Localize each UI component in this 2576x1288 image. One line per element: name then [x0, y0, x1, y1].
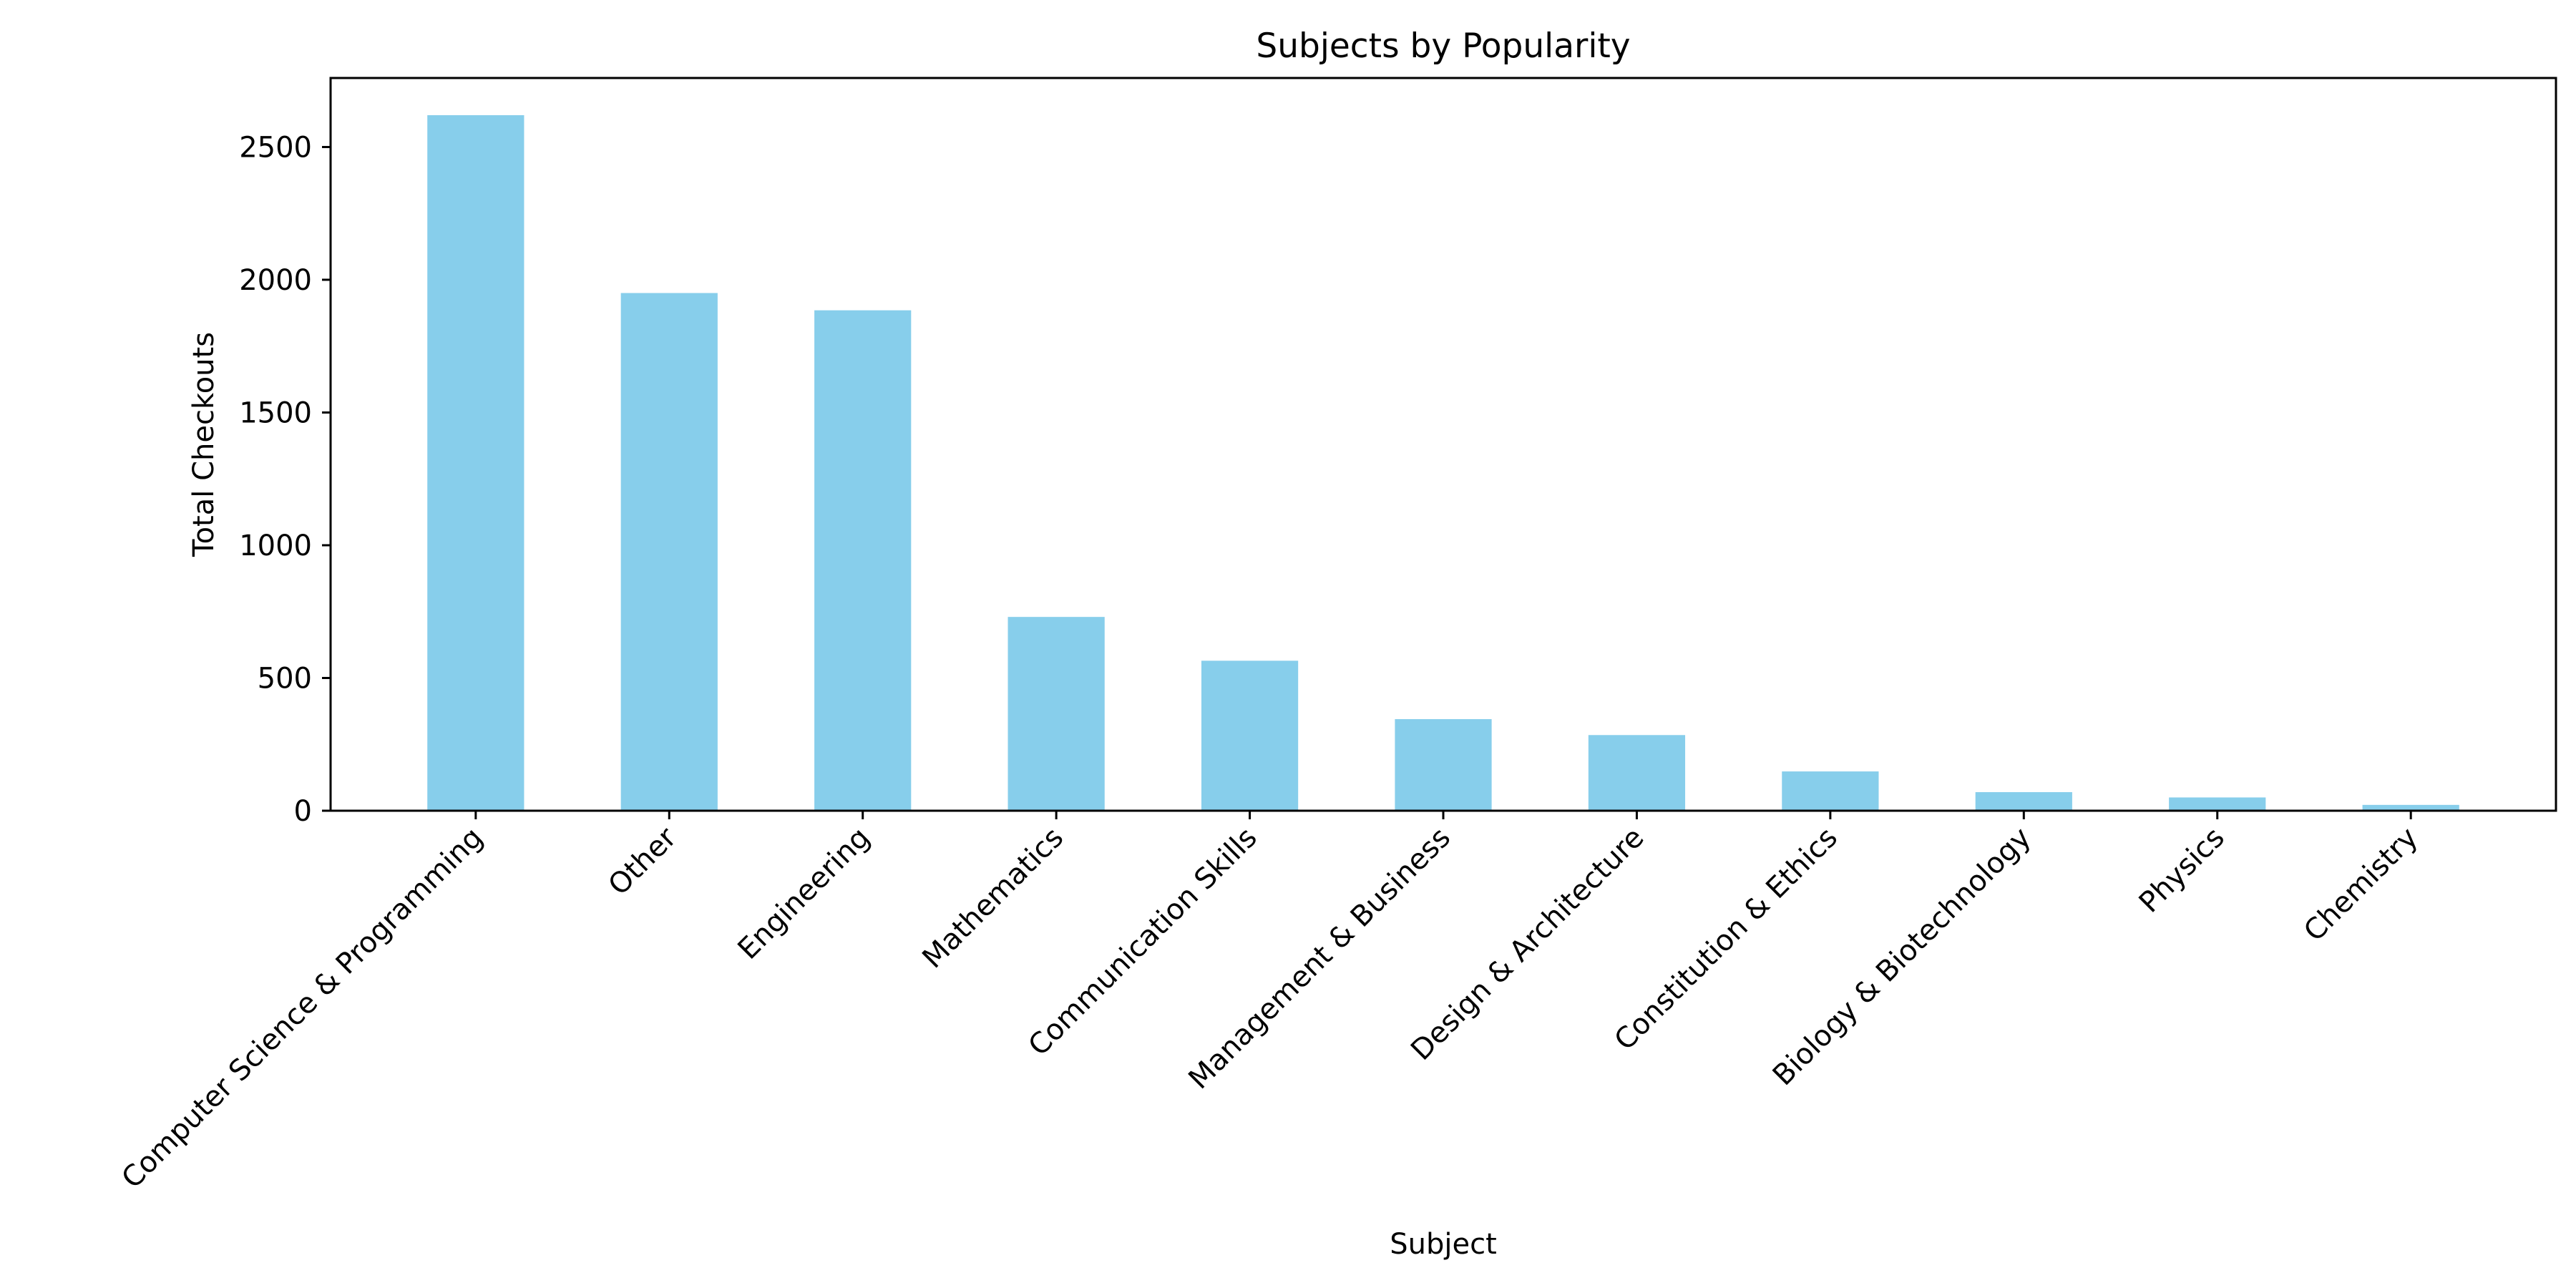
x-axis-label: Subject: [1390, 1228, 1497, 1261]
chart-title: Subjects by Popularity: [1256, 26, 1630, 66]
x-tick-label: Computer Science & Programming: [115, 821, 489, 1195]
bars-group: [427, 114, 2459, 811]
bar: [1975, 792, 2072, 811]
bar: [2362, 804, 2459, 811]
bar: [427, 114, 525, 811]
x-tick-label: Engineering: [732, 821, 877, 966]
x-axis-ticks: Computer Science & Programming Other Engin…: [115, 811, 2424, 1195]
bar: [1008, 617, 1105, 811]
bar: [814, 310, 912, 811]
bar: [1395, 719, 1492, 811]
bar: [620, 293, 718, 811]
y-tick-label: 1000: [239, 530, 312, 562]
y-axis-ticks: 0 500 1000 1500 2000 2500: [239, 131, 331, 828]
y-axis-label: Total Checkouts: [187, 332, 220, 557]
x-tick-label: Chemistry: [2298, 821, 2424, 948]
plot-frame: [329, 77, 2557, 812]
x-tick-label: Other: [602, 821, 683, 902]
bar: [1588, 735, 1686, 811]
x-tick-label: Physics: [2133, 821, 2231, 919]
y-tick-label: 500: [258, 662, 312, 695]
x-tick-label: Constitution & Ethics: [1608, 821, 1843, 1057]
x-tick-label: Communication Skills: [1023, 821, 1264, 1063]
bar: [1782, 771, 1879, 811]
y-tick-label: 0: [294, 795, 312, 828]
y-tick-label: 2000: [239, 264, 312, 297]
y-tick-label: 1500: [239, 396, 312, 429]
bar: [2169, 797, 2266, 811]
y-tick-label: 2500: [239, 131, 312, 164]
bar: [1201, 660, 1299, 811]
x-tick-label: Mathematics: [916, 821, 1070, 975]
